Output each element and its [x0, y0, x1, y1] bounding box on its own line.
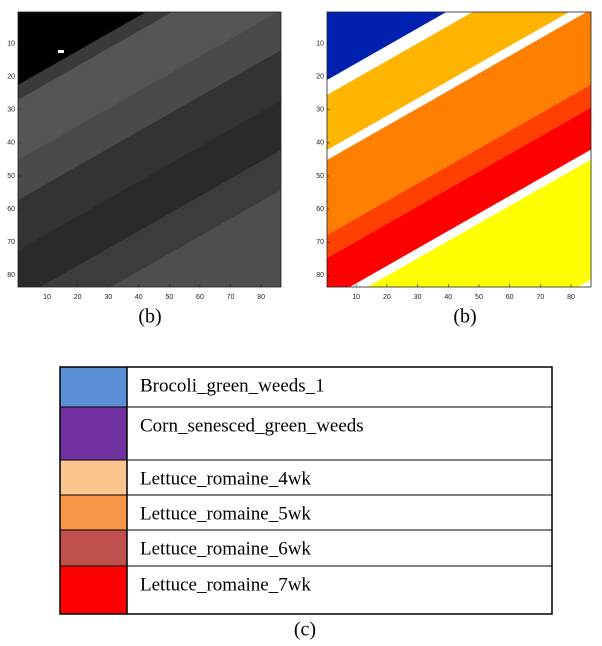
x-tick-label: 80	[567, 294, 575, 301]
y-tick-label: 50	[316, 173, 324, 180]
axes-frame	[17, 11, 282, 288]
x-tick-label: 20	[74, 294, 82, 301]
grayscale-image	[18, 12, 281, 287]
y-tick-label: 60	[316, 206, 324, 213]
y-tick-label: 40	[316, 140, 324, 147]
panel-caption: (b)	[453, 306, 476, 328]
y-tick-label: 70	[316, 239, 324, 246]
x-tick-label: 10	[43, 294, 51, 301]
image-region	[110, 190, 281, 287]
y-tick-label: 40	[7, 140, 15, 147]
legend-label: Lettuce_romaine_4wk	[140, 468, 311, 489]
legend-swatch	[60, 495, 127, 530]
x-tick-label: 60	[506, 294, 514, 301]
y-tick-label: 30	[316, 107, 324, 114]
image-region	[327, 107, 591, 287]
y-tick-label: 30	[7, 107, 15, 114]
legend-label: Corn_senesced_green_weeds	[140, 415, 364, 436]
legend-swatch	[60, 367, 127, 407]
legend-label: Brocoli_green_weeds_1	[140, 375, 325, 396]
x-tick-label: 80	[257, 294, 265, 301]
legend-swatch	[60, 566, 127, 614]
image-region	[367, 159, 591, 287]
panel-caption: (b)	[138, 306, 161, 328]
x-tick-label: 30	[104, 294, 112, 301]
legend-swatch	[60, 530, 127, 566]
x-tick-label: 40	[444, 294, 452, 301]
x-tick-label: 70	[227, 294, 235, 301]
legend-table: Brocoli_green_weeds_1 Corn_senesced_green…	[59, 366, 553, 615]
image-region	[18, 100, 281, 287]
legend-label: Lettuce_romaine_5wk	[140, 503, 311, 524]
y-tick-label: 20	[7, 73, 15, 80]
x-tick-label: 10	[352, 294, 360, 301]
figure-caption: (c)	[294, 619, 316, 641]
y-tick-label: 80	[7, 272, 15, 279]
x-tick-label: 60	[196, 294, 204, 301]
x-tick-label: 20	[383, 294, 391, 301]
y-tick-label: 80	[316, 272, 324, 279]
image-region	[327, 12, 591, 235]
classification-map	[327, 12, 591, 287]
image-region	[40, 150, 281, 287]
table-border	[59, 366, 553, 615]
x-tick-label: 70	[536, 294, 544, 301]
image-region	[327, 12, 447, 80]
x-tick-label: 30	[414, 294, 422, 301]
legend-label: Lettuce_romaine_6wk	[140, 538, 311, 559]
y-tick-label: 50	[7, 173, 15, 180]
y-tick-label: 60	[7, 206, 15, 213]
x-tick-label: 50	[475, 294, 483, 301]
image-region	[327, 12, 570, 150]
image-region	[58, 50, 64, 53]
y-tick-label: 10	[316, 40, 324, 47]
x-tick-label: 40	[135, 294, 143, 301]
y-tick-label: 10	[7, 40, 15, 47]
image-region	[327, 84, 591, 259]
image-region	[18, 12, 281, 200]
y-tick-label: 70	[7, 239, 15, 246]
x-tick-label: 50	[165, 294, 173, 301]
axes-frame	[326, 11, 592, 288]
legend-swatch	[60, 460, 127, 495]
legend-swatch	[60, 407, 127, 460]
image-region	[18, 50, 281, 251]
y-tick-label: 20	[316, 73, 324, 80]
legend-label: Lettuce_romaine_7wk	[140, 574, 311, 595]
